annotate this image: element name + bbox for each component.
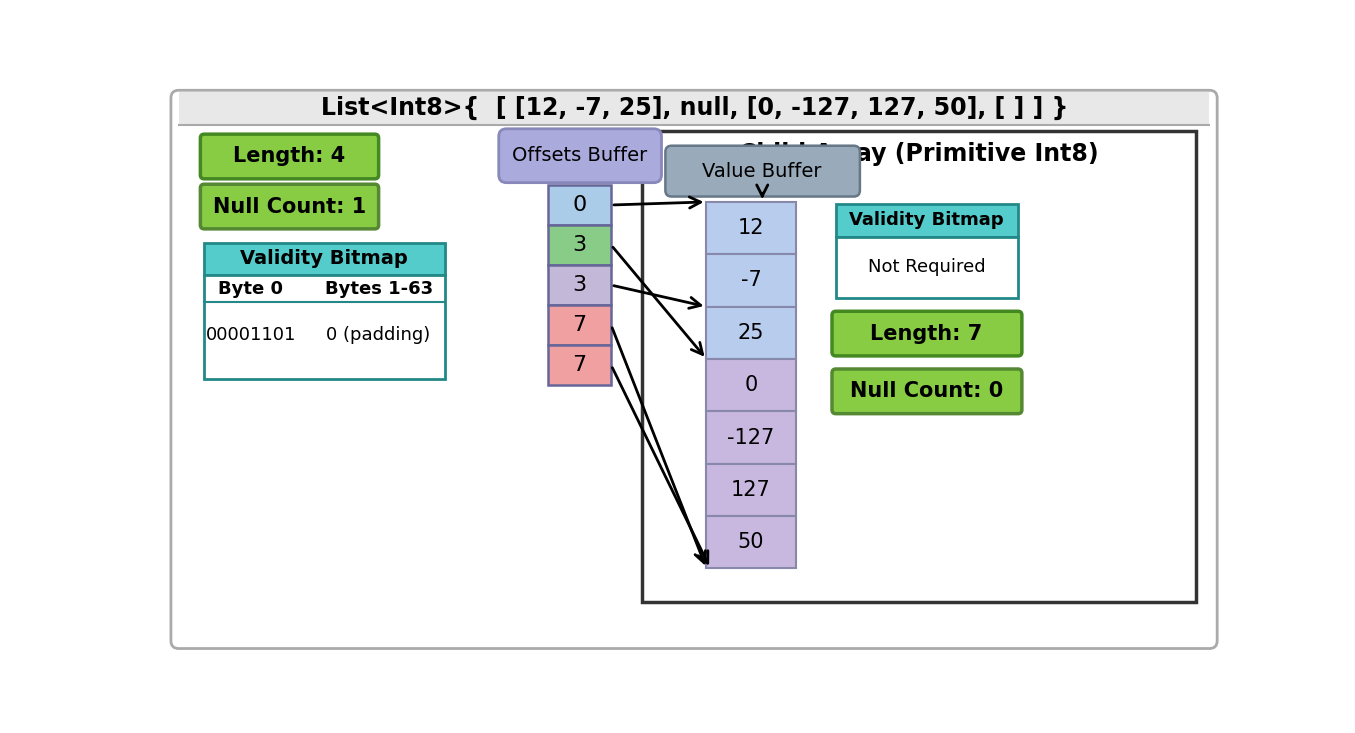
Bar: [706, 411, 795, 464]
Bar: [179, 92, 1210, 125]
Text: Validity Bitmap: Validity Bitmap: [850, 211, 1004, 229]
Bar: [836, 237, 1018, 298]
Text: Byte 0: Byte 0: [218, 280, 283, 298]
Bar: [706, 254, 795, 306]
Bar: [547, 265, 611, 305]
Bar: [547, 305, 611, 345]
Text: Offsets Buffer: Offsets Buffer: [512, 146, 648, 165]
Text: -127: -127: [728, 427, 775, 448]
Text: 0 (padding): 0 (padding): [327, 326, 431, 344]
Bar: [836, 205, 1018, 237]
Bar: [205, 243, 444, 275]
Text: 50: 50: [737, 532, 764, 552]
Text: 127: 127: [732, 480, 771, 500]
FancyBboxPatch shape: [499, 129, 661, 183]
Bar: [642, 131, 1196, 603]
Text: Not Required: Not Required: [867, 258, 985, 276]
Bar: [706, 359, 795, 411]
FancyBboxPatch shape: [665, 146, 860, 196]
Text: Value Buffer: Value Buffer: [702, 161, 822, 180]
Text: 00001101: 00001101: [206, 326, 295, 344]
Text: 7: 7: [572, 356, 587, 375]
Text: -7: -7: [741, 270, 762, 290]
Bar: [547, 185, 611, 225]
Bar: [706, 516, 795, 568]
Text: Length: 7: Length: 7: [870, 323, 982, 344]
Bar: [547, 345, 611, 385]
FancyBboxPatch shape: [201, 134, 378, 179]
FancyBboxPatch shape: [832, 312, 1022, 356]
Text: Null Count: 0: Null Count: 0: [850, 381, 1003, 402]
FancyBboxPatch shape: [171, 90, 1217, 649]
Text: 7: 7: [572, 315, 587, 335]
Bar: [706, 306, 795, 359]
Bar: [547, 225, 611, 265]
FancyBboxPatch shape: [201, 184, 378, 229]
Text: 3: 3: [572, 235, 587, 255]
FancyBboxPatch shape: [832, 369, 1022, 413]
Text: Length: 4: Length: 4: [233, 147, 346, 166]
Text: Null Count: 1: Null Count: 1: [213, 196, 366, 216]
Text: List<Int8>{  [ [12, -7, 25], null, [0, -127, 127, 50], [ ] ] }: List<Int8>{ [ [12, -7, 25], null, [0, -1…: [321, 96, 1069, 120]
Bar: [706, 202, 795, 254]
Bar: [205, 275, 444, 379]
Text: Validity Bitmap: Validity Bitmap: [240, 249, 408, 268]
Text: 3: 3: [572, 275, 587, 295]
Text: Bytes 1-63: Bytes 1-63: [325, 280, 432, 298]
Bar: [706, 464, 795, 516]
Text: 25: 25: [737, 323, 764, 343]
Text: 0: 0: [572, 195, 587, 215]
Text: Child Array (Primitive Int8): Child Array (Primitive Int8): [738, 142, 1099, 166]
Text: 12: 12: [737, 218, 764, 238]
Text: 0: 0: [744, 375, 757, 395]
